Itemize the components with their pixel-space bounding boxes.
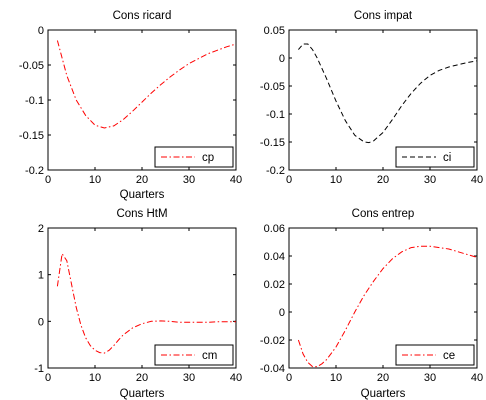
y-tick-label: 0.02 bbox=[264, 279, 285, 291]
y-tick-label: -0.2 bbox=[25, 165, 44, 177]
x-axis-label: Quarters bbox=[361, 388, 406, 400]
x-tick-label: 10 bbox=[330, 174, 342, 186]
y-tick-label: -0.15 bbox=[260, 137, 285, 149]
x-tick-label: 20 bbox=[377, 372, 389, 384]
y-tick-label: 2 bbox=[38, 223, 44, 235]
y-tick-label: 0.06 bbox=[264, 223, 285, 235]
x-tick-label: 0 bbox=[286, 372, 292, 384]
x-axis-label: Quarters bbox=[120, 388, 165, 400]
plot-area: 0 10 20 30 40 -0.04 -0.02 0 0.02 0.04 0.06 ce bbox=[260, 223, 483, 384]
y-tick-label: -0.02 bbox=[260, 335, 285, 347]
x-tick-label: 10 bbox=[330, 372, 342, 384]
x-tick-label: 0 bbox=[286, 174, 292, 186]
plot-area: 0 10 20 30 40 -0.2 -0.15 -0.1 -0.05 0 0.05 ci bbox=[260, 25, 483, 186]
y-tick-label: 0.04 bbox=[264, 251, 285, 263]
x-axis-label: Quarters bbox=[120, 189, 165, 201]
x-tick-label: 0 bbox=[45, 174, 51, 186]
series-line-ce bbox=[297, 245, 478, 368]
y-tick-label: -0.05 bbox=[260, 81, 285, 93]
y-tick-label: 0 bbox=[38, 25, 44, 37]
x-tick-label: 30 bbox=[183, 174, 195, 186]
y-tick-label: -0.1 bbox=[266, 109, 285, 121]
series-line-ci bbox=[298, 43, 478, 144]
panel-title: Cons HtM bbox=[116, 208, 167, 220]
panel-cons-entrep: Cons entrep 0 10 20 30 40 -0.04 -0.02 0 0.02 0.04… bbox=[260, 208, 483, 400]
series-line-cp bbox=[56, 40, 237, 129]
y-tick-label: 0 bbox=[38, 316, 44, 328]
legend-label: cp bbox=[202, 152, 214, 164]
legend-box bbox=[154, 146, 234, 168]
x-tick-label: 20 bbox=[136, 372, 148, 384]
x-tick-label: 30 bbox=[424, 372, 436, 384]
x-tick-label: 10 bbox=[89, 174, 101, 186]
series-line-cm bbox=[56, 252, 236, 354]
panel-cons-impat: Cons impat 0 10 20 30 40-0.2-0.15-0.1-0.0500… bbox=[260, 10, 483, 186]
y-tick-label: -0.15 bbox=[19, 130, 44, 142]
x-tick-label: 10 bbox=[89, 372, 101, 384]
x-tick-label: 40 bbox=[471, 372, 483, 384]
legend-label: ci bbox=[443, 152, 451, 164]
x-tick-label: 40 bbox=[471, 174, 483, 186]
legend-label: cm bbox=[202, 350, 217, 362]
legend-box bbox=[395, 344, 475, 366]
panel-title: Cons impat bbox=[354, 10, 413, 22]
legend: cm bbox=[154, 344, 234, 366]
y-tick-label: -0.1 bbox=[25, 95, 44, 107]
legend: ci bbox=[395, 146, 475, 168]
legend: ce bbox=[395, 344, 475, 366]
x-tick-label: 30 bbox=[183, 372, 195, 384]
panel-cons-ricard: Cons ricard 0 10 20 30 40-0.2-0.15-0.1-0.050… bbox=[19, 10, 242, 201]
plot-area: 0 10 20 30 40 -0.2 -0.15 -0.1 -0.05 0 cp bbox=[19, 25, 242, 186]
x-tick-label: 20 bbox=[136, 174, 148, 186]
y-tick-label: 0 bbox=[279, 307, 285, 319]
panel-title: Cons entrep bbox=[352, 208, 415, 220]
x-tick-label: 40 bbox=[230, 174, 242, 186]
panel-title: Cons ricard bbox=[113, 10, 172, 22]
x-tick-label: 40 bbox=[230, 372, 242, 384]
legend-label: ce bbox=[443, 350, 455, 362]
y-tick-label: 0.05 bbox=[264, 25, 285, 37]
y-tick-label: -1 bbox=[34, 363, 44, 375]
y-tick-label: 0 bbox=[279, 53, 285, 65]
y-tick-label: 1 bbox=[38, 270, 44, 282]
legend-box bbox=[154, 344, 234, 366]
y-tick-label: -0.04 bbox=[260, 363, 285, 375]
y-tick-label: -0.05 bbox=[19, 60, 44, 72]
x-tick-label: 20 bbox=[377, 174, 389, 186]
x-tick-label: 30 bbox=[424, 174, 436, 186]
x-tick-label: 0 bbox=[45, 372, 51, 384]
y-tick-label: -0.2 bbox=[266, 165, 285, 177]
legend: cp bbox=[154, 146, 234, 168]
